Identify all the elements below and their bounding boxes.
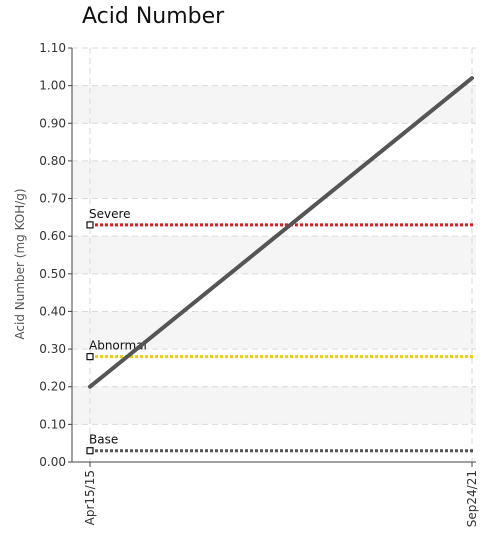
grid-band xyxy=(72,85,476,124)
y-tick-label: 1.00 xyxy=(39,79,66,93)
series-line xyxy=(88,76,474,389)
y-tick-label: 0.30 xyxy=(39,342,66,356)
y-tick-label: 0.70 xyxy=(39,192,66,206)
grid-band xyxy=(72,160,476,199)
reference-marker-abnormal xyxy=(86,353,94,361)
y-tick-label: 0.40 xyxy=(39,304,66,318)
x-tick-label: Sep24/21 xyxy=(465,470,479,527)
grid-band xyxy=(72,311,476,350)
reference-label-base: Base xyxy=(89,433,118,447)
chart-title: Acid Number xyxy=(82,4,225,29)
grid-band xyxy=(72,236,476,274)
y-tick-label: 0.10 xyxy=(39,417,66,431)
y-tick-label: 0.00 xyxy=(39,455,66,469)
reference-label-abnormal: Abnormal xyxy=(89,339,147,353)
y-tick-label: 0.90 xyxy=(39,116,66,130)
y-tick-label: 0.20 xyxy=(39,380,66,394)
data-point xyxy=(470,76,474,80)
y-tick-label: 1.10 xyxy=(39,41,66,55)
reference-marker-base xyxy=(86,447,94,455)
reference-marker-severe xyxy=(86,221,94,229)
reference-label-severe: Severe xyxy=(89,207,131,221)
x-tick-label: Apr15/15 xyxy=(83,470,97,525)
grid-band xyxy=(72,386,476,425)
y-tick-label: 0.60 xyxy=(39,229,66,243)
y-axis-title: Acid Number (mg KOH/g) xyxy=(13,188,27,339)
y-tick-label: 0.80 xyxy=(39,154,66,168)
y-tick-label: 0.50 xyxy=(39,267,66,281)
data-point xyxy=(88,385,92,389)
